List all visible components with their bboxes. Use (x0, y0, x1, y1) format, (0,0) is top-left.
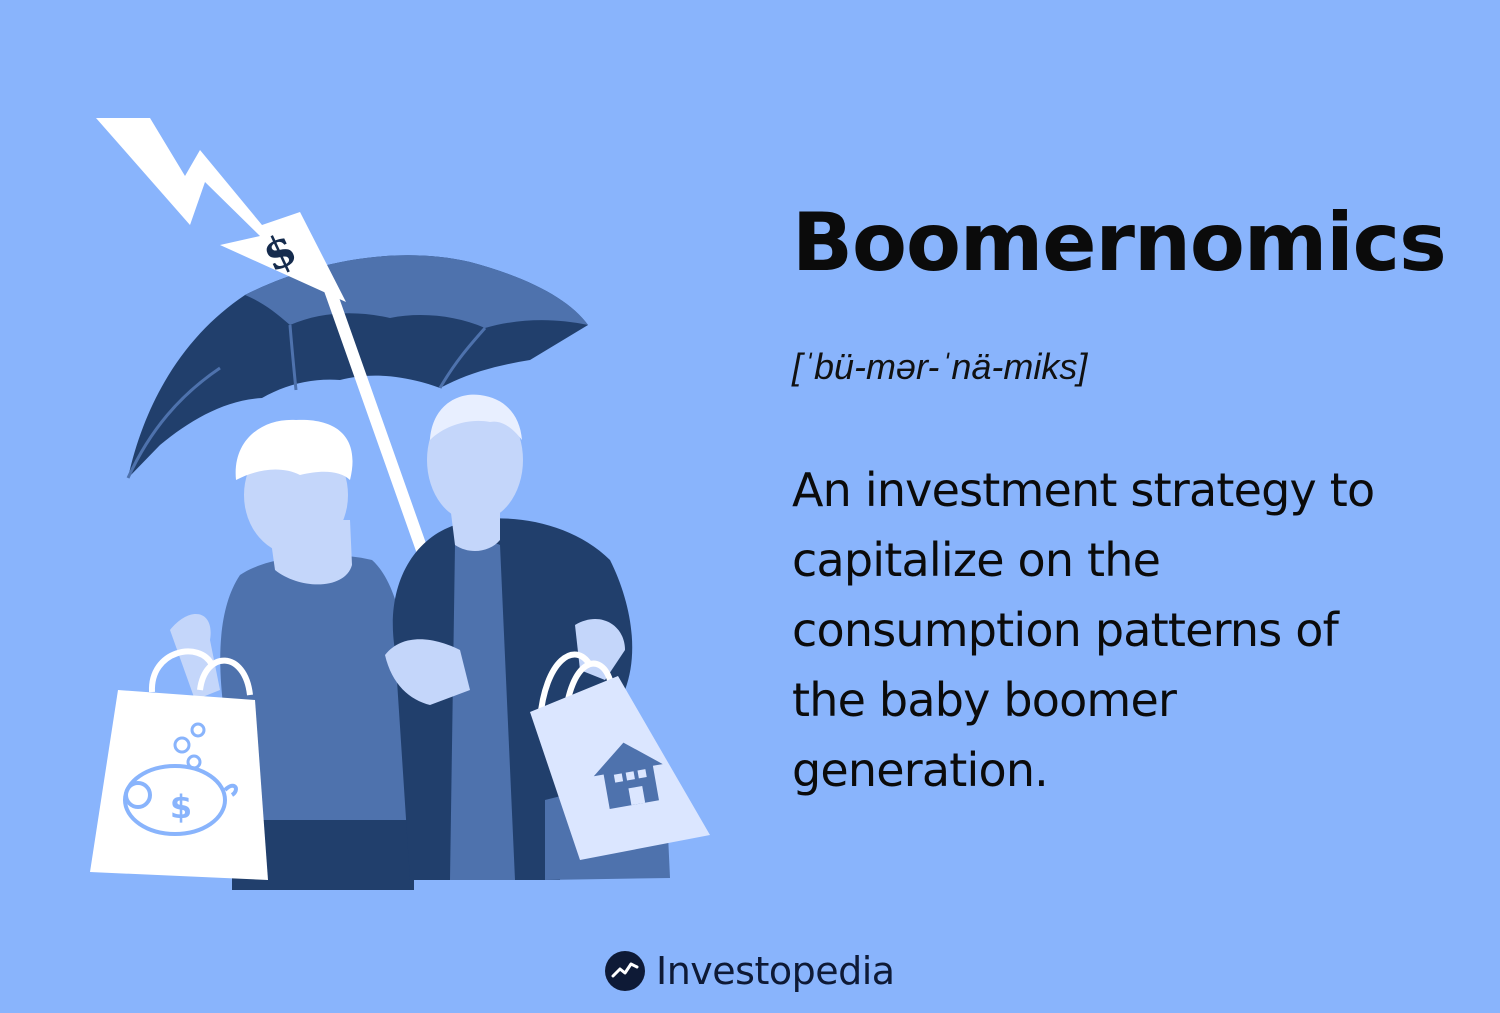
boomers-umbrella-illustration: $ $ (90, 118, 710, 890)
brand-name: Investopedia (656, 949, 895, 993)
lightning-bolt-icon: $ (96, 118, 346, 302)
woman-figure (170, 419, 414, 890)
investopedia-brand[interactable]: Investopedia (604, 945, 895, 997)
investopedia-logo-icon (605, 951, 645, 991)
term-definition: An investment strategy to capitalize on … (792, 463, 1375, 797)
term-title: Boomernomics (792, 196, 1447, 289)
dollar-sign: $ (170, 788, 192, 826)
term-pronunciation: [ˈbü-mər-ˈnä-miks] (792, 346, 1088, 387)
piggy-bank-icon: $ (123, 722, 238, 836)
man-figure (385, 394, 633, 880)
shopping-bag-house (530, 651, 710, 880)
shopping-bag-piggy: $ (90, 648, 268, 880)
house-icon (593, 742, 663, 809)
